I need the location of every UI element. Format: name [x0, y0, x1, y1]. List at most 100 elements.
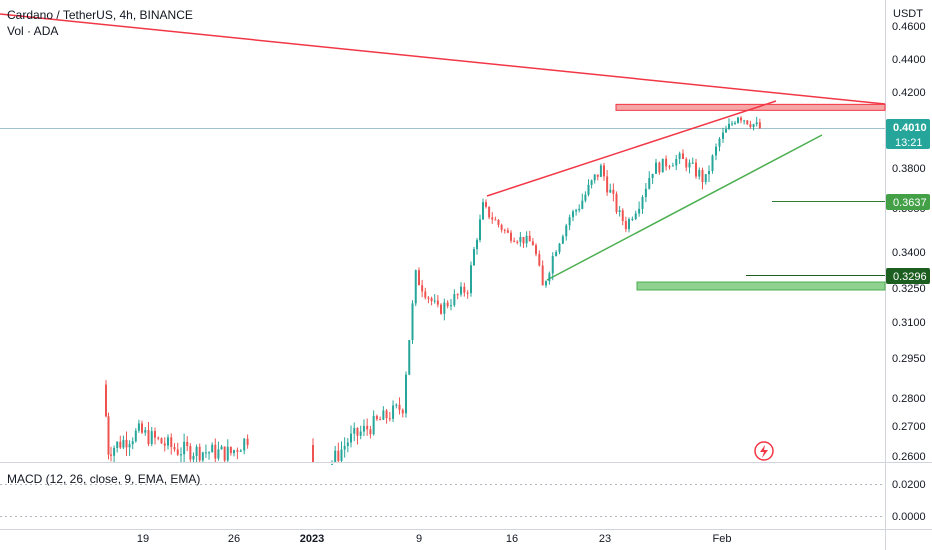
candle-body: [685, 158, 688, 168]
candle-body: [551, 256, 554, 274]
candle-body: [740, 117, 742, 121]
candle-body: [734, 122, 736, 124]
candle-body: [167, 437, 169, 446]
candle-body: [665, 158, 668, 167]
candle-body: [513, 240, 516, 242]
candle-body: [405, 374, 407, 414]
candle-body: [510, 232, 512, 241]
candle-body: [453, 294, 456, 306]
candle-body: [353, 427, 356, 434]
candle-body: [418, 270, 420, 286]
candle-body: [128, 444, 131, 448]
resistance-zone[interactable]: [615, 103, 886, 111]
candle-body: [456, 294, 459, 296]
y-tick-label: 0.4600: [892, 21, 926, 33]
candle-body: [661, 158, 664, 173]
candle-body: [503, 229, 506, 231]
candle-body: [668, 166, 671, 168]
candle-body: [648, 177, 651, 189]
candle-body: [725, 129, 727, 133]
candle-body: [217, 449, 220, 459]
candle-body: [538, 254, 541, 266]
currency-label: USDT: [893, 8, 923, 20]
candle-body: [655, 162, 657, 174]
chart-title: Cardano / TetherUS, 4h, BINANCE: [7, 8, 193, 22]
candle-body: [678, 153, 681, 159]
candle-body: [450, 305, 452, 307]
wedge-lower-trendline[interactable]: [546, 134, 823, 281]
candle-body: [506, 230, 509, 233]
candle-body: [460, 286, 462, 295]
y-tick-label: 0.3100: [892, 317, 926, 329]
y-tick-label: 0.3400: [892, 247, 926, 259]
candle-body: [440, 304, 442, 314]
candle-body: [494, 219, 497, 221]
candle-body: [176, 449, 179, 455]
candle-body: [189, 446, 192, 460]
x-tick-label: 23: [599, 533, 611, 545]
candle-body: [485, 202, 487, 207]
x-tick-label: 16: [506, 533, 518, 545]
candle-body: [572, 211, 574, 218]
candle-body: [708, 170, 710, 175]
support-zone[interactable]: [636, 281, 886, 291]
candle-body: [379, 419, 382, 421]
candle-body: [107, 416, 110, 455]
candle-body: [722, 132, 724, 139]
candle-body: [183, 441, 186, 455]
level-badge-2-text: 0.3296: [893, 271, 927, 283]
descending-trendline[interactable]: [0, 13, 886, 105]
candle-body: [211, 444, 214, 453]
x-tick-label: 26: [228, 533, 240, 545]
y-tick-label: 0.2700: [892, 421, 926, 433]
candle-body: [236, 450, 239, 452]
macd-tick-label: 0.0000: [892, 511, 926, 523]
candle-body: [134, 430, 137, 442]
candle-body: [731, 123, 733, 125]
wedge-upper-trendline[interactable]: [486, 100, 777, 197]
candle-body: [651, 173, 654, 178]
candle-body: [372, 415, 375, 435]
y-tick-label: 0.2600: [892, 451, 926, 463]
candle-body: [122, 439, 125, 448]
candle-body: [578, 208, 581, 211]
candle-body: [568, 217, 571, 226]
candle-body: [593, 174, 596, 181]
candle-body: [609, 189, 612, 193]
candle-body: [359, 431, 362, 436]
candle-body: [606, 176, 609, 193]
candle-body: [728, 123, 730, 130]
candle-body: [497, 219, 500, 225]
candle-body: [749, 124, 752, 128]
candle-body: [446, 302, 449, 307]
candle-body: [752, 124, 755, 128]
level-badge-2: [886, 268, 930, 284]
candle-body: [671, 165, 674, 167]
candle-body: [385, 410, 388, 419]
candle-body: [436, 300, 439, 305]
x-tick-label: 2023: [300, 533, 324, 545]
candle-body: [220, 446, 223, 450]
candle-body: [430, 298, 433, 302]
candle-body: [398, 404, 401, 410]
candle-body: [233, 450, 235, 454]
candle-body: [575, 210, 578, 212]
candle-body: [473, 249, 475, 266]
candle-body: [531, 241, 534, 246]
candle-body: [528, 235, 531, 242]
candle-body: [535, 245, 537, 255]
candle-body: [634, 213, 637, 219]
y-tick-label: 0.2950: [892, 353, 926, 365]
candle-body: [443, 302, 446, 314]
candle-body: [157, 437, 160, 439]
candle-body: [758, 122, 761, 129]
x-tick-label: Feb: [713, 533, 732, 545]
candle-body: [599, 165, 602, 177]
candle-body: [618, 210, 621, 212]
candle-body: [144, 430, 147, 433]
candle-body: [691, 162, 694, 164]
y-tick-label: 0.3800: [892, 163, 926, 175]
candle-body: [715, 146, 717, 156]
candle-body: [366, 425, 369, 430]
